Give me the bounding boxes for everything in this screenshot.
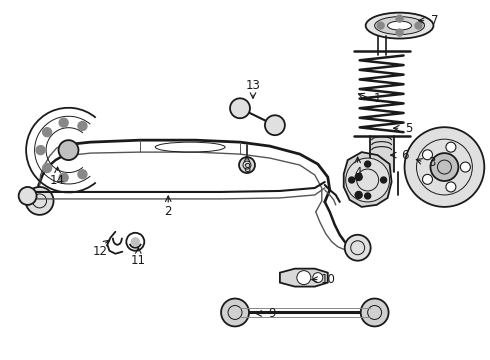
Circle shape xyxy=(381,177,387,183)
Circle shape xyxy=(78,170,87,179)
Circle shape xyxy=(25,187,53,215)
Text: 4: 4 xyxy=(354,166,362,179)
Circle shape xyxy=(36,146,45,154)
Ellipse shape xyxy=(388,21,412,30)
Circle shape xyxy=(78,121,87,130)
Text: 12: 12 xyxy=(93,245,108,258)
Ellipse shape xyxy=(366,13,434,39)
Circle shape xyxy=(396,29,403,36)
Circle shape xyxy=(422,150,433,160)
Circle shape xyxy=(365,161,370,167)
Circle shape xyxy=(377,22,384,29)
Text: 11: 11 xyxy=(131,254,146,267)
Text: 6: 6 xyxy=(401,149,408,162)
Circle shape xyxy=(345,235,370,261)
Ellipse shape xyxy=(375,17,424,35)
Circle shape xyxy=(405,127,484,207)
Circle shape xyxy=(446,182,456,192)
Circle shape xyxy=(422,174,433,184)
Circle shape xyxy=(396,15,403,22)
Polygon shape xyxy=(280,269,328,287)
Circle shape xyxy=(361,298,389,327)
Text: 2: 2 xyxy=(165,205,172,219)
Circle shape xyxy=(446,142,456,152)
Circle shape xyxy=(415,22,422,29)
Circle shape xyxy=(19,187,37,205)
Text: 14: 14 xyxy=(50,174,65,186)
Circle shape xyxy=(43,163,51,172)
Circle shape xyxy=(58,140,78,160)
Text: 13: 13 xyxy=(245,79,260,92)
Circle shape xyxy=(221,298,249,327)
Circle shape xyxy=(239,157,255,173)
Circle shape xyxy=(230,98,250,118)
Polygon shape xyxy=(343,152,392,207)
Circle shape xyxy=(346,158,390,202)
Text: 7: 7 xyxy=(431,14,438,27)
Text: 5: 5 xyxy=(405,122,412,135)
Circle shape xyxy=(355,192,362,198)
Text: 1: 1 xyxy=(374,92,381,105)
Text: 8: 8 xyxy=(244,162,251,175)
Circle shape xyxy=(313,273,323,283)
Circle shape xyxy=(131,238,139,246)
Bar xyxy=(369,136,393,172)
Circle shape xyxy=(355,174,362,180)
Circle shape xyxy=(265,115,285,135)
Circle shape xyxy=(461,162,470,172)
Circle shape xyxy=(43,128,51,137)
Circle shape xyxy=(297,271,311,285)
Circle shape xyxy=(59,173,68,182)
Circle shape xyxy=(431,153,458,181)
Circle shape xyxy=(365,193,370,199)
Circle shape xyxy=(349,177,355,183)
Text: 9: 9 xyxy=(268,307,276,320)
Text: 10: 10 xyxy=(320,273,335,286)
Text: 3: 3 xyxy=(428,156,435,168)
Circle shape xyxy=(59,118,68,127)
